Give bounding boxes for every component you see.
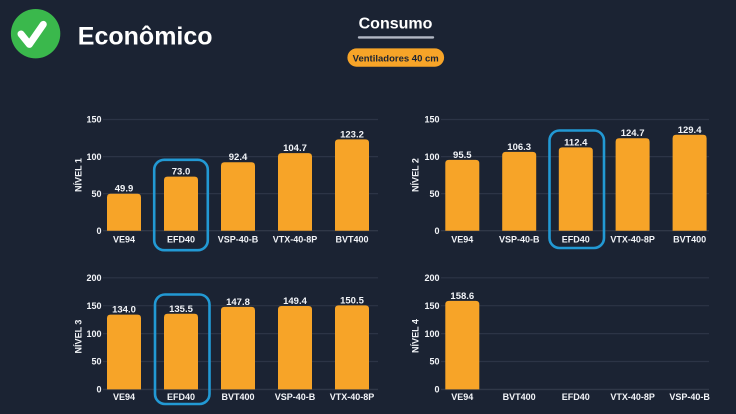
- svg-text:150: 150: [424, 301, 439, 311]
- svg-text:124.7: 124.7: [621, 128, 645, 139]
- svg-text:EFD40: EFD40: [562, 235, 590, 245]
- svg-text:BVT400: BVT400: [673, 235, 706, 245]
- svg-text:VE94: VE94: [113, 392, 135, 402]
- svg-text:VSP-40-B: VSP-40-B: [218, 235, 259, 245]
- svg-text:73.0: 73.0: [172, 167, 191, 178]
- svg-text:135.5: 135.5: [169, 304, 193, 315]
- svg-text:147.8: 147.8: [226, 297, 250, 308]
- svg-text:100: 100: [86, 329, 101, 339]
- svg-text:123.2: 123.2: [340, 129, 364, 140]
- svg-text:150: 150: [86, 115, 101, 125]
- svg-text:Ventiladores 40 cm: Ventiladores 40 cm: [353, 53, 439, 64]
- svg-text:VTX-40-8P: VTX-40-8P: [330, 392, 375, 402]
- svg-text:EFD40: EFD40: [167, 392, 195, 402]
- svg-text:150.5: 150.5: [340, 295, 364, 306]
- svg-text:134.0: 134.0: [112, 305, 136, 316]
- svg-text:50: 50: [429, 189, 439, 199]
- svg-text:EFD40: EFD40: [167, 235, 195, 245]
- svg-text:150: 150: [424, 115, 439, 125]
- svg-text:Econômico: Econômico: [78, 22, 213, 50]
- svg-text:106.3: 106.3: [507, 142, 531, 153]
- svg-text:104.7: 104.7: [283, 143, 307, 154]
- svg-text:112.4: 112.4: [564, 137, 588, 148]
- svg-text:BVT400: BVT400: [335, 235, 368, 245]
- svg-text:VTX-40-8P: VTX-40-8P: [273, 235, 318, 245]
- svg-text:VSP-40-B: VSP-40-B: [275, 392, 316, 402]
- svg-text:VTX-40-8P: VTX-40-8P: [610, 392, 655, 402]
- svg-text:NÍVEL 2: NÍVEL 2: [411, 158, 421, 192]
- svg-text:149.4: 149.4: [283, 296, 307, 307]
- svg-text:NÍVEL 4: NÍVEL 4: [411, 319, 421, 353]
- svg-text:100: 100: [424, 152, 439, 162]
- svg-text:200: 200: [86, 273, 101, 283]
- svg-text:VTX-40-8P: VTX-40-8P: [610, 235, 655, 245]
- svg-text:NÍVEL 3: NÍVEL 3: [74, 320, 84, 354]
- svg-text:129.4: 129.4: [678, 125, 702, 136]
- svg-text:100: 100: [424, 329, 439, 339]
- svg-text:50: 50: [91, 189, 101, 199]
- svg-text:50: 50: [429, 357, 439, 367]
- svg-text:50: 50: [91, 357, 101, 367]
- svg-text:NÍVEL 1: NÍVEL 1: [74, 158, 84, 192]
- svg-text:150: 150: [86, 301, 101, 311]
- svg-text:0: 0: [434, 226, 439, 236]
- svg-text:BVT400: BVT400: [221, 392, 254, 402]
- svg-text:VE94: VE94: [451, 235, 473, 245]
- svg-text:200: 200: [424, 273, 439, 283]
- svg-text:0: 0: [96, 385, 101, 395]
- svg-text:VE94: VE94: [113, 235, 135, 245]
- svg-text:92.4: 92.4: [229, 152, 248, 163]
- svg-text:95.5: 95.5: [453, 150, 472, 161]
- svg-text:0: 0: [434, 385, 439, 395]
- svg-text:Consumo: Consumo: [359, 15, 433, 32]
- svg-text:49.9: 49.9: [115, 184, 134, 195]
- svg-text:EFD40: EFD40: [562, 392, 590, 402]
- svg-text:BVT400: BVT400: [503, 392, 536, 402]
- svg-text:VSP-40-B: VSP-40-B: [669, 392, 710, 402]
- svg-text:VSP-40-B: VSP-40-B: [499, 235, 540, 245]
- svg-text:100: 100: [86, 152, 101, 162]
- svg-text:0: 0: [96, 226, 101, 236]
- svg-text:VE94: VE94: [451, 392, 473, 402]
- svg-text:158.6: 158.6: [450, 291, 474, 302]
